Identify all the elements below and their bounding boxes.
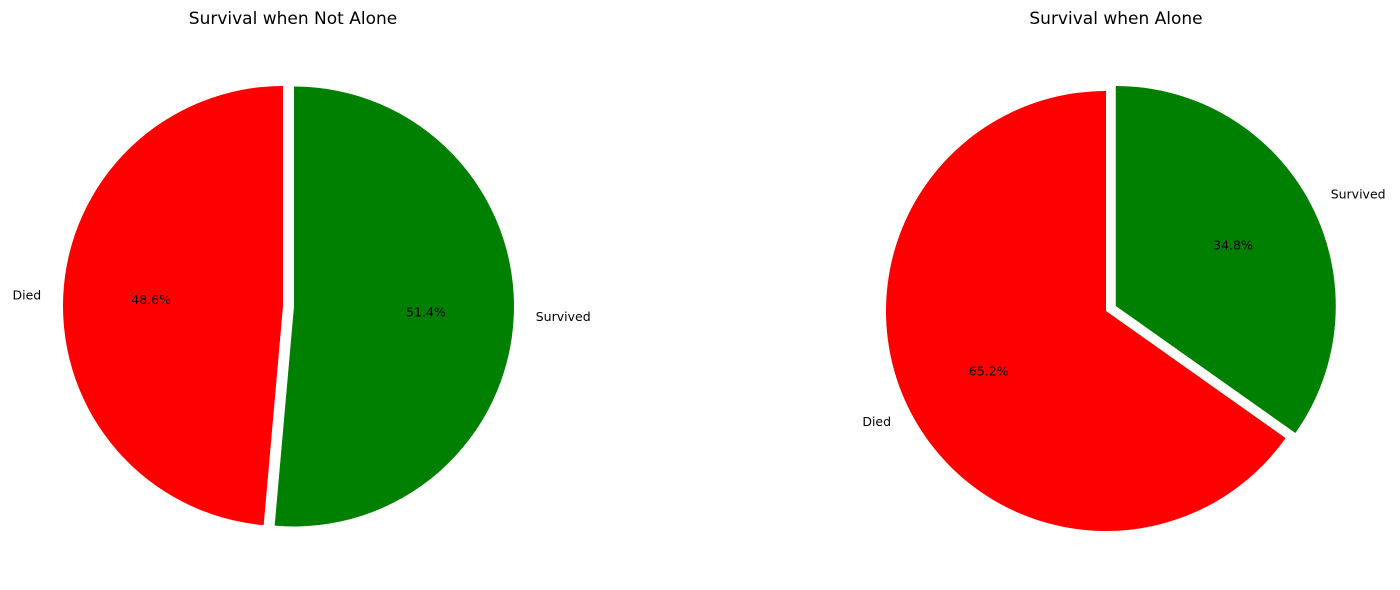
slice-label-not-alone-survived: Survived	[536, 309, 591, 324]
pie-slice-not-alone-survived	[274, 86, 514, 527]
pct-label-not-alone-survived: 51.4%	[406, 304, 446, 319]
chart-title-alone: Survival when Alone	[1029, 9, 1202, 29]
slice-label-alone-died: Died	[862, 414, 891, 429]
pie-slice-alone-survived	[1115, 85, 1336, 434]
pie-chart-not-alone: Survival when Not Alone Died 48.6% Survive…	[12, 9, 591, 527]
pct-label-not-alone-died: 48.6%	[131, 292, 171, 307]
pie-slice-not-alone-died	[62, 86, 283, 526]
pie-slice-alone-died	[885, 91, 1286, 531]
slice-label-not-alone-died: Died	[12, 287, 41, 302]
chart-title-not-alone: Survival when Not Alone	[189, 9, 397, 29]
pct-label-alone-died: 65.2%	[969, 364, 1009, 379]
pct-label-alone-survived: 34.8%	[1213, 237, 1253, 252]
pie-chart-alone: Survival when Alone Died 65.2% Survived 34.…	[862, 9, 1386, 531]
slice-label-alone-survived: Survived	[1331, 187, 1386, 202]
